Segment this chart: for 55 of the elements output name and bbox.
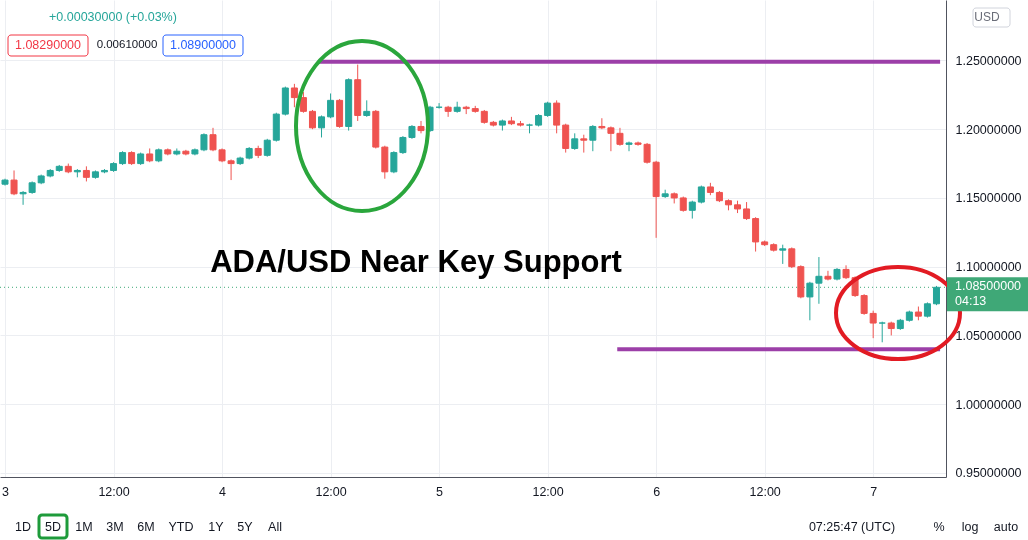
- x-tick-label: 7: [870, 484, 878, 499]
- text: auto: [993, 520, 1019, 534]
- ref-line-label: 1.08500000 04:13: [955, 279, 1022, 309]
- y-tick-label: 1.20000000: [955, 122, 1022, 137]
- candlestick: [417, 120, 425, 134]
- candlestick: [779, 244, 787, 265]
- candlestick: [308, 109, 316, 130]
- text: %: [933, 520, 945, 534]
- candlestick: [299, 91, 307, 114]
- x-tick-label: 12:00: [749, 484, 781, 499]
- annotation: 1.08900000: [169, 38, 237, 52]
- candlestick: [752, 216, 760, 253]
- x-tick-label: 12:00: [532, 484, 564, 499]
- text: log: [961, 520, 979, 534]
- candlestick: [625, 141, 633, 152]
- y-tick-label: 1.15000000: [955, 191, 1022, 206]
- x-tick-label: 5: [436, 484, 444, 499]
- text: ADA/USD Near Key Support: [210, 244, 622, 279]
- text: All: [268, 520, 282, 534]
- candlestick: [788, 246, 796, 269]
- candlestick: [318, 114, 326, 138]
- y-tick-label: 1.10000000: [955, 260, 1022, 275]
- annotation: 1.08290000: [14, 38, 82, 52]
- text: 5Y: [237, 520, 254, 534]
- candlestick: [290, 83, 298, 108]
- x-tick-label: 3: [2, 484, 10, 499]
- text: 6M: [137, 520, 155, 534]
- candlestick: [327, 92, 335, 119]
- candlestick: [553, 99, 561, 134]
- text: 1D: [15, 520, 31, 534]
- x-tick-label: 4: [219, 484, 227, 499]
- text: 3M: [106, 520, 124, 534]
- candlestick: [932, 285, 940, 306]
- candlestick: [444, 105, 452, 118]
- y-tick-label: 0.95000000: [955, 466, 1022, 481]
- text: 1M: [75, 520, 93, 534]
- candlestick: [878, 321, 886, 343]
- x-tick-label: 12:00: [98, 484, 130, 499]
- text: 5D: [45, 520, 61, 534]
- candlestick: [824, 270, 832, 281]
- candlestick: [562, 123, 570, 154]
- annotation: +0.00030000 (+0.03%): [49, 10, 177, 24]
- candlestick: [589, 124, 597, 152]
- annotation: 0.00610000: [96, 38, 158, 50]
- y-tick-label: 1.05000000: [955, 328, 1022, 343]
- candlestick: [869, 310, 877, 339]
- text: 07:25:47 (UTC): [808, 520, 896, 534]
- y-tick-label: 1.25000000: [955, 53, 1022, 68]
- text: YTD: [168, 520, 194, 534]
- x-tick-label: 6: [653, 484, 661, 499]
- text: USD: [974, 10, 1000, 24]
- y-tick-label: 1.00000000: [955, 397, 1022, 412]
- text: 1Y: [208, 520, 225, 534]
- x-tick-label: 12:00: [315, 484, 347, 499]
- candlestick: [10, 169, 18, 196]
